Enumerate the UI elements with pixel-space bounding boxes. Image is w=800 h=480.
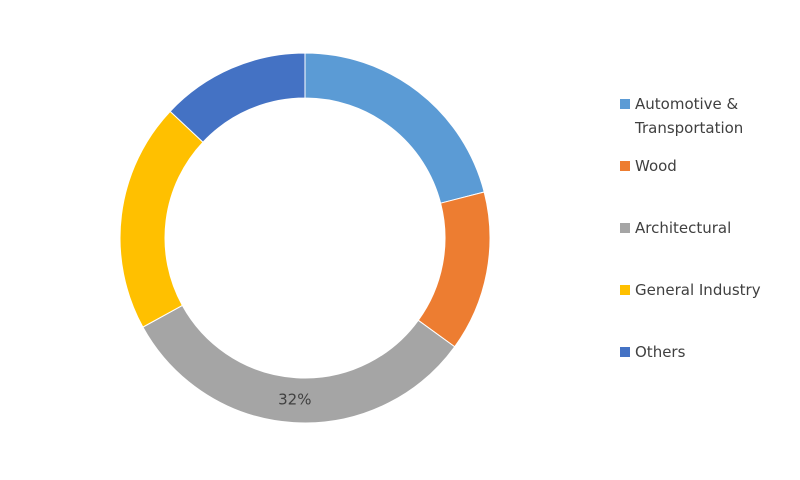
donut-segment — [417, 191, 491, 348]
legend-item: Others — [620, 340, 790, 402]
legend-swatch — [620, 223, 630, 233]
donut-segment — [169, 52, 306, 143]
legend-swatch — [620, 99, 630, 109]
donut-plot: 32% — [119, 52, 491, 424]
legend-label: Automotive & Transportation — [635, 95, 744, 137]
legend-item: Wood — [620, 154, 790, 216]
donut-segment — [304, 52, 485, 204]
legend-item: Architectural — [620, 216, 790, 278]
legend-swatch — [620, 285, 630, 295]
legend-label: Architectural — [635, 219, 732, 237]
legend-label: General Industry — [635, 281, 761, 299]
legend-label: Others — [635, 343, 686, 361]
data-label: 32% — [278, 391, 311, 409]
legend: Automotive & Transportation Wood Architect… — [620, 92, 790, 402]
legend-label: Wood — [635, 157, 677, 175]
legend-item: Automotive & Transportation — [620, 92, 790, 154]
legend-item: General Industry — [620, 278, 790, 340]
legend-swatch — [620, 347, 630, 357]
donut-segment — [119, 110, 204, 328]
legend-swatch — [620, 161, 630, 171]
